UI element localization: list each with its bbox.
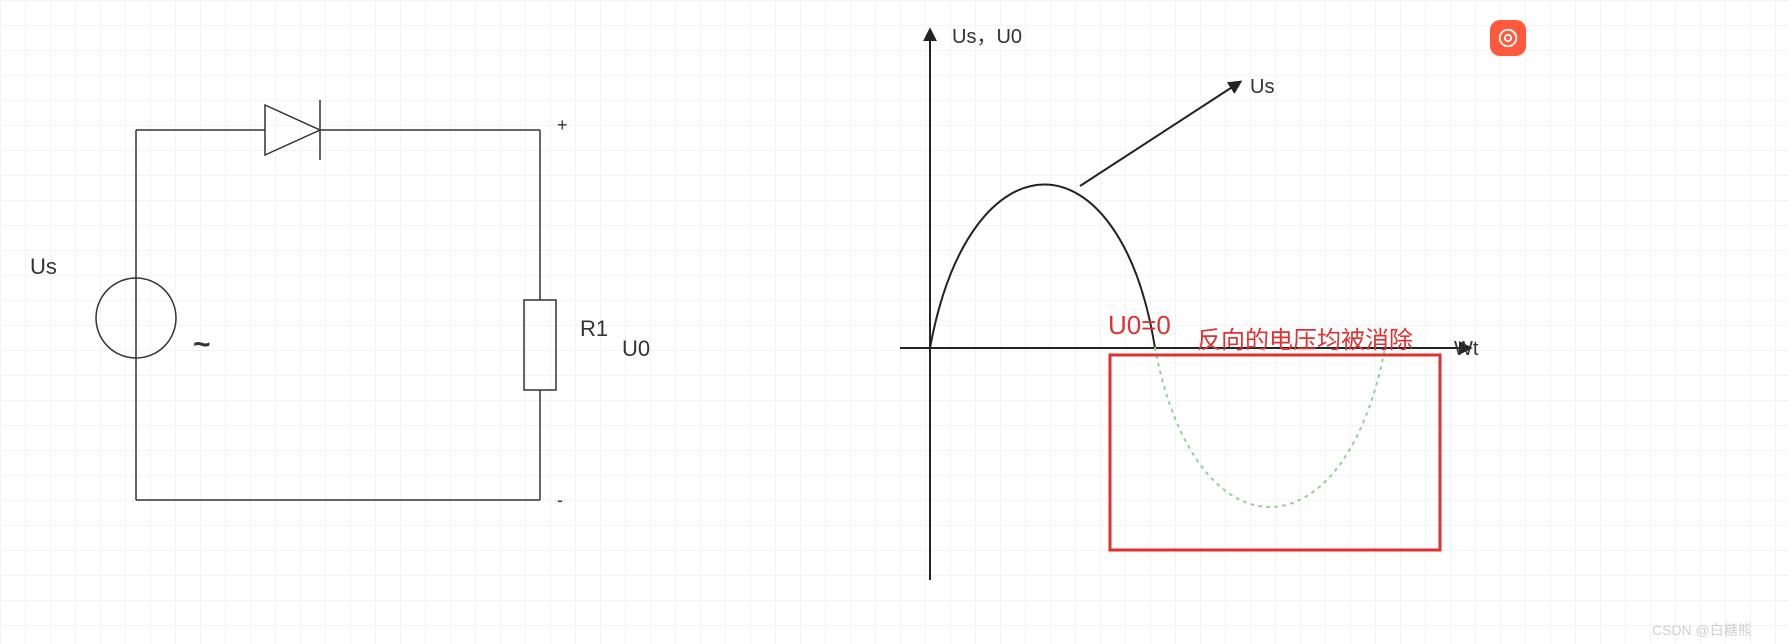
annotation-reverse-eliminated: 反向的电压均被消除 [1197,320,1413,355]
red-highlight-box [1110,355,1440,550]
chart-svg [0,0,1789,644]
watermark-text: CSDN @白糖熊 [1652,620,1752,640]
ai-badge-icon[interactable] [1490,20,1526,56]
curve-negative-dotted [1155,348,1385,507]
annotation-u0-zero: U0=0 [1108,310,1171,341]
us-arrow [1080,82,1240,186]
us-arrow-label: Us [1250,76,1274,99]
diagram-canvas: Us ~ R1 U0 + - Us，U0 Wt Us U0=0 反向的电压均被消… [0,0,1789,644]
y-axis-label: Us，U0 [952,20,1022,49]
x-axis-label: Wt [1454,338,1478,361]
